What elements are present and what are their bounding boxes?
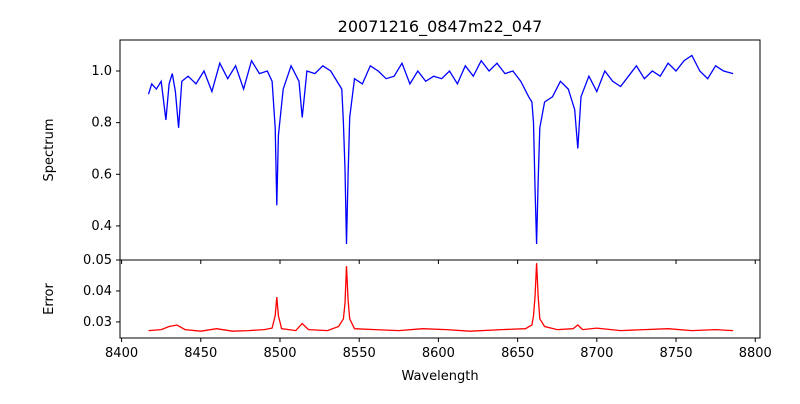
- spectrum-axes-frame: [119, 39, 761, 261]
- x-axis-label: Wavelength: [401, 369, 478, 384]
- error-axes-frame: [119, 259, 761, 339]
- error-ytick-label: 0.05: [83, 253, 112, 268]
- error-panel: 0.03 0.04 0.05 8400 8450 8500 8550 8600 8650 8700…: [83, 253, 772, 361]
- y-axis-label-spectrum: Spectrum: [42, 119, 57, 182]
- y-axis-label-error: Error: [42, 283, 57, 315]
- xtick-label: 8450: [184, 346, 217, 361]
- spectrum-panel: 0.4 0.6 0.8 1.0: [91, 39, 761, 264]
- error-ytick-label: 0.03: [83, 315, 112, 330]
- xtick-label: 8800: [739, 346, 772, 361]
- spectrum-ytick-label: 1.0: [91, 64, 112, 79]
- error-ytick-label: 0.04: [83, 284, 112, 299]
- xtick-label: 8600: [422, 346, 455, 361]
- spectrum-ytick-label: 0.6: [91, 167, 112, 182]
- xtick-label: 8700: [580, 346, 613, 361]
- spectrum-ytick-label: 0.4: [91, 219, 112, 234]
- error-series-line: [148, 263, 734, 332]
- xtick-label: 8550: [343, 346, 376, 361]
- xtick-label: 8500: [263, 346, 296, 361]
- chart-title: 20071216_0847m22_047: [338, 17, 543, 37]
- xtick-label: 8400: [105, 346, 138, 361]
- spectrum-ytick-label: 0.8: [91, 116, 112, 131]
- spectrum-series-line: [147, 54, 734, 245]
- xtick-label: 8750: [659, 346, 692, 361]
- xtick-label: 8650: [501, 346, 534, 361]
